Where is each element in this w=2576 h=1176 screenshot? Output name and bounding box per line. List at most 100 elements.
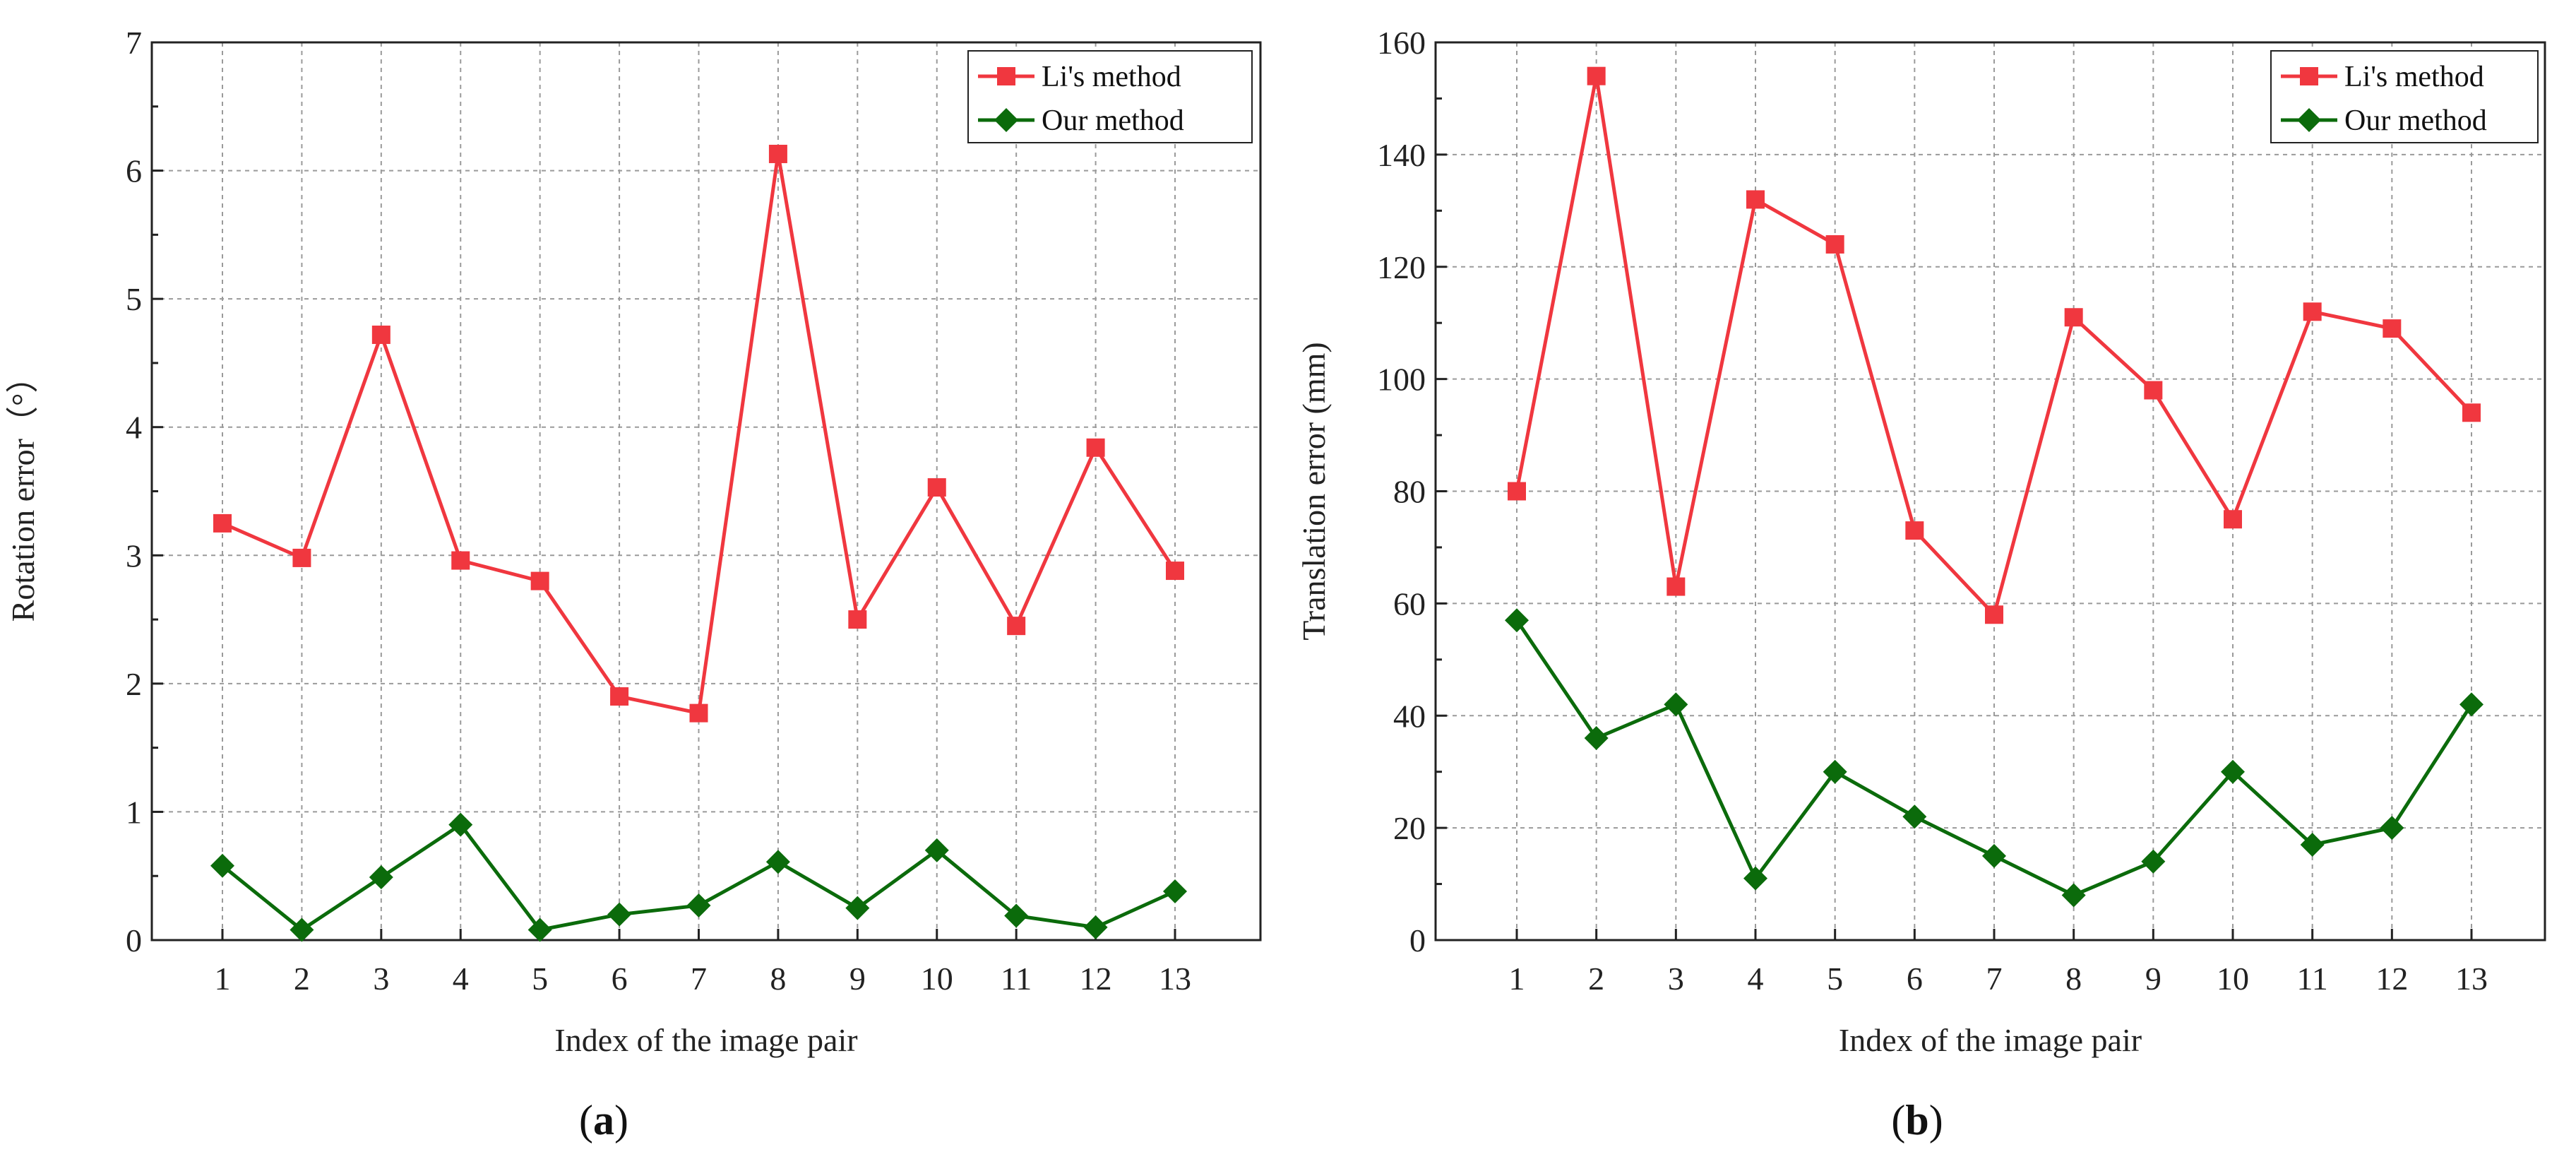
data-point (292, 548, 311, 567)
series-line (1515, 76, 2473, 619)
x-tick-label: 13 (1159, 961, 1191, 997)
data-point (2303, 302, 2322, 321)
data-point (848, 610, 867, 629)
x-tick-label: 13 (2455, 961, 2488, 997)
panel-caption: (b) (1891, 1097, 1943, 1144)
x-tick-label: 3 (373, 961, 389, 997)
data-point (845, 896, 870, 920)
y-axis-title: Translation error (mm) (1296, 342, 1332, 640)
data-point (1825, 234, 1844, 254)
data-point (213, 513, 232, 533)
y-axis: 0 20 40 60 80 100 120 140 160 (1377, 25, 1447, 958)
y-tick-label: 120 (1377, 249, 1426, 285)
data-point (1584, 726, 1609, 751)
x-tick-label: 2 (1588, 961, 1604, 997)
x-tick-label: 4 (1748, 961, 1764, 997)
x-tick-label: 1 (215, 961, 231, 997)
data-point (290, 917, 314, 942)
grid (1436, 42, 2545, 940)
x-tick-label: 8 (770, 961, 786, 997)
x-tick-label: 9 (2145, 961, 2161, 997)
x-tick-label: 4 (453, 961, 469, 997)
caption-letter: a (593, 1097, 614, 1144)
grid (152, 42, 1260, 940)
x-axis-title: Index of the image pair (554, 1022, 857, 1058)
series-our-method (1505, 608, 2483, 908)
y-tick-label: 160 (1377, 25, 1426, 61)
y-tick-label: 5 (126, 281, 142, 317)
x-tick-label: 11 (2297, 961, 2328, 997)
x-tick-label: 3 (1668, 961, 1684, 997)
data-point (2061, 883, 2086, 908)
data-point (1007, 617, 1026, 636)
legend-box (967, 50, 1253, 143)
series-lis-method (1508, 66, 2481, 624)
x-tick-label: 11 (1001, 961, 1032, 997)
y-axis: 0 1 2 3 4 5 6 7 (126, 25, 163, 958)
panel-caption: (a) (579, 1097, 628, 1144)
data-point (2459, 692, 2483, 717)
data-point (1004, 903, 1029, 928)
data-point (1083, 915, 1108, 939)
caption-letter: b (1905, 1097, 1928, 1144)
y-tick-label: 0 (126, 922, 142, 958)
y-tick-label: 40 (1393, 698, 1426, 734)
y-tick-label: 20 (1393, 810, 1426, 846)
x-tick-label: 6 (1907, 961, 1923, 997)
data-point (1505, 608, 1529, 633)
data-point (2141, 849, 2166, 874)
legend: Li's method Our method (967, 50, 1253, 143)
data-point (530, 571, 549, 590)
legend-marker (2300, 67, 2318, 85)
data-point (2383, 319, 2402, 338)
data-point (768, 144, 787, 163)
legend-marker (2297, 108, 2321, 132)
x-tick-label: 2 (294, 961, 310, 997)
caption-open-paren: ( (1891, 1097, 1905, 1144)
x-axis-title: Index of the image pair (1839, 1022, 2142, 1058)
plot-frame (150, 41, 1262, 942)
legend-label: Our method (2344, 105, 2487, 137)
data-point (369, 865, 393, 890)
data-point (1985, 605, 2003, 624)
y-tick-label: 2 (126, 666, 142, 702)
x-tick-label: 10 (2217, 961, 2249, 997)
y-tick-label: 100 (1377, 362, 1426, 398)
data-point (689, 703, 708, 723)
y-tick-label: 0 (1409, 922, 1426, 958)
data-point (610, 687, 629, 706)
legend-label: Li's method (1042, 61, 1181, 93)
legend-item: Our method (2281, 105, 2487, 137)
data-point (1746, 190, 1765, 209)
y-tick-label: 6 (126, 153, 142, 189)
x-tick-label: 12 (1080, 961, 1112, 997)
data-point (1587, 66, 1606, 85)
data-point (448, 812, 473, 837)
legend-marker (997, 67, 1015, 85)
x-tick-label: 12 (2375, 961, 2408, 997)
data-point (2224, 510, 2242, 529)
y-axis-title: Rotation error（°） (5, 361, 41, 622)
data-point (686, 893, 711, 917)
caption-close-paren: ) (1929, 1097, 1943, 1144)
data-point (1905, 521, 1924, 540)
y-tick-label: 80 (1393, 474, 1426, 510)
caption-open-paren: ( (579, 1097, 593, 1144)
legend-item: Li's method (2281, 61, 2484, 93)
x-axis: 1 2 3 4 5 6 7 8 9 10 11 12 13 (1509, 929, 2488, 997)
data-point (2380, 816, 2404, 841)
legend-item: Our method (978, 105, 1184, 137)
x-tick-label: 9 (849, 961, 866, 997)
legend-marker (994, 108, 1018, 132)
legend-label: Our method (1042, 105, 1184, 137)
y-tick-label: 4 (126, 410, 142, 446)
legend: Li's method Our method (2270, 50, 2539, 143)
series-lis-method (213, 144, 1184, 723)
data-point (1982, 843, 2006, 868)
data-point (1743, 866, 1767, 891)
x-axis: 1 2 3 4 5 6 7 8 9 10 11 12 13 (215, 929, 1191, 997)
legend-label: Li's method (2344, 61, 2484, 93)
